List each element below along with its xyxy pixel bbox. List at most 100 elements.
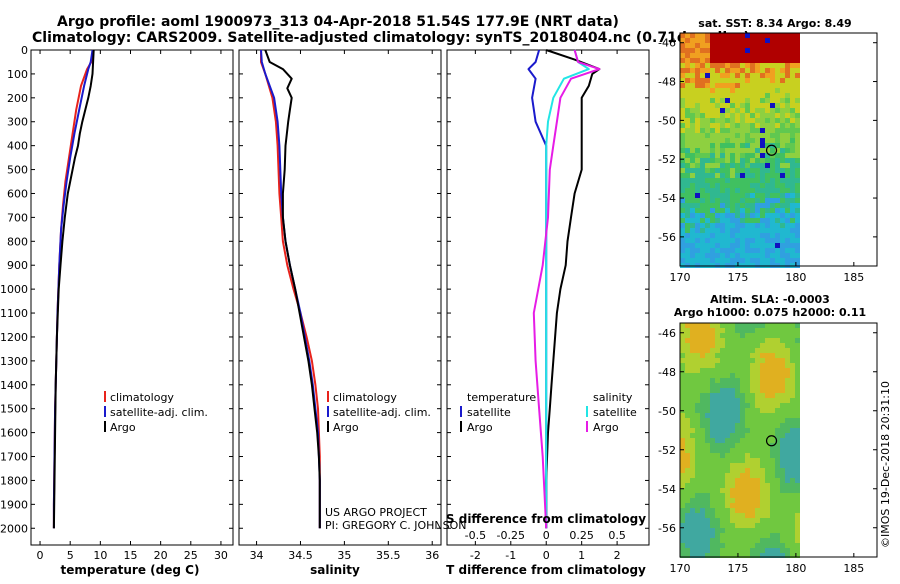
map-cell bbox=[785, 513, 790, 518]
map-cell bbox=[705, 508, 710, 513]
salinity-xlabel: salinity bbox=[310, 563, 360, 577]
map-cell bbox=[725, 73, 730, 78]
map-cell bbox=[695, 133, 700, 138]
map-cell bbox=[715, 358, 720, 363]
map-cell bbox=[690, 128, 695, 133]
map-cell bbox=[750, 458, 755, 463]
map-cell bbox=[700, 483, 705, 488]
map-cell bbox=[775, 223, 780, 228]
map-cell bbox=[715, 38, 720, 43]
map-cell bbox=[750, 348, 755, 353]
map-cell bbox=[695, 33, 700, 38]
map-cell bbox=[775, 133, 780, 138]
map-cell bbox=[740, 498, 745, 503]
map-cell bbox=[715, 533, 720, 538]
map-cell bbox=[680, 208, 685, 213]
map-cell bbox=[705, 513, 710, 518]
map-cell bbox=[720, 543, 725, 548]
map-cell bbox=[690, 328, 695, 333]
map-cell bbox=[690, 408, 695, 413]
x-tick-label: 20 bbox=[154, 549, 168, 562]
map-cell bbox=[790, 123, 795, 128]
map-cell bbox=[775, 473, 780, 478]
map-cell bbox=[680, 448, 685, 453]
map-cell bbox=[775, 128, 780, 133]
map-cell bbox=[720, 343, 725, 348]
map-cell bbox=[725, 103, 730, 108]
map-cell bbox=[770, 373, 775, 378]
map-cell bbox=[695, 448, 700, 453]
lon-tick-label: 185 bbox=[843, 271, 864, 284]
map-cell bbox=[740, 133, 745, 138]
map-cell bbox=[765, 58, 770, 63]
map-cell bbox=[795, 153, 800, 158]
map-cell bbox=[795, 68, 800, 73]
map-cell bbox=[725, 118, 730, 123]
lat-tick-label: -46 bbox=[658, 327, 676, 340]
map-cell bbox=[710, 323, 715, 328]
map-cell bbox=[790, 518, 795, 523]
map-cell bbox=[770, 408, 775, 413]
map-cell bbox=[770, 533, 775, 538]
map-cell bbox=[750, 88, 755, 93]
map-cell bbox=[785, 388, 790, 393]
map-cell bbox=[705, 323, 710, 328]
map-cell bbox=[695, 373, 700, 378]
map-cell bbox=[755, 183, 760, 188]
map-cell bbox=[785, 193, 790, 198]
map-cell bbox=[730, 103, 735, 108]
map-cell bbox=[725, 248, 730, 253]
map-cell bbox=[785, 328, 790, 333]
map-cell bbox=[715, 328, 720, 333]
map-cell bbox=[755, 63, 760, 68]
map-cell bbox=[685, 448, 690, 453]
map-cell bbox=[710, 173, 715, 178]
map-cell bbox=[710, 483, 715, 488]
map-cell bbox=[775, 98, 780, 103]
map-cell bbox=[690, 218, 695, 223]
map-cell bbox=[790, 158, 795, 163]
map-cell bbox=[695, 113, 700, 118]
map-cell bbox=[700, 323, 705, 328]
map-cell bbox=[750, 38, 755, 43]
map-cell bbox=[740, 183, 745, 188]
map-cell bbox=[755, 143, 760, 148]
map-cell bbox=[745, 38, 750, 43]
map-cell bbox=[725, 153, 730, 158]
map-cell bbox=[740, 163, 745, 168]
map-cell bbox=[785, 523, 790, 528]
map-cell bbox=[735, 448, 740, 453]
map-cell bbox=[785, 53, 790, 58]
map-cell bbox=[750, 543, 755, 548]
map-cell bbox=[740, 118, 745, 123]
map-cell bbox=[755, 373, 760, 378]
map-cell bbox=[735, 208, 740, 213]
map-cell bbox=[715, 478, 720, 483]
map-cell bbox=[795, 213, 800, 218]
map-cell bbox=[695, 108, 700, 113]
lon-tick-label: 180 bbox=[785, 562, 806, 575]
map-cell bbox=[780, 368, 785, 373]
map-cell bbox=[765, 408, 770, 413]
map-cell bbox=[740, 258, 745, 263]
map-cell bbox=[720, 513, 725, 518]
map-cell bbox=[745, 238, 750, 243]
map-cell bbox=[680, 388, 685, 393]
map-cell bbox=[775, 93, 780, 98]
map-cell bbox=[730, 108, 735, 113]
map-cell bbox=[790, 483, 795, 488]
map-cell bbox=[760, 123, 765, 128]
map-cell bbox=[705, 448, 710, 453]
map-cell bbox=[700, 133, 705, 138]
map-cell bbox=[750, 508, 755, 513]
map-cell bbox=[695, 453, 700, 458]
map-cell bbox=[695, 463, 700, 468]
map-cell bbox=[780, 343, 785, 348]
map-cell bbox=[775, 463, 780, 468]
map-cell bbox=[680, 173, 685, 178]
map-cell bbox=[790, 83, 795, 88]
map-cell bbox=[765, 33, 770, 38]
map-cell bbox=[785, 213, 790, 218]
map-cell bbox=[785, 473, 790, 478]
map-cell bbox=[765, 413, 770, 418]
